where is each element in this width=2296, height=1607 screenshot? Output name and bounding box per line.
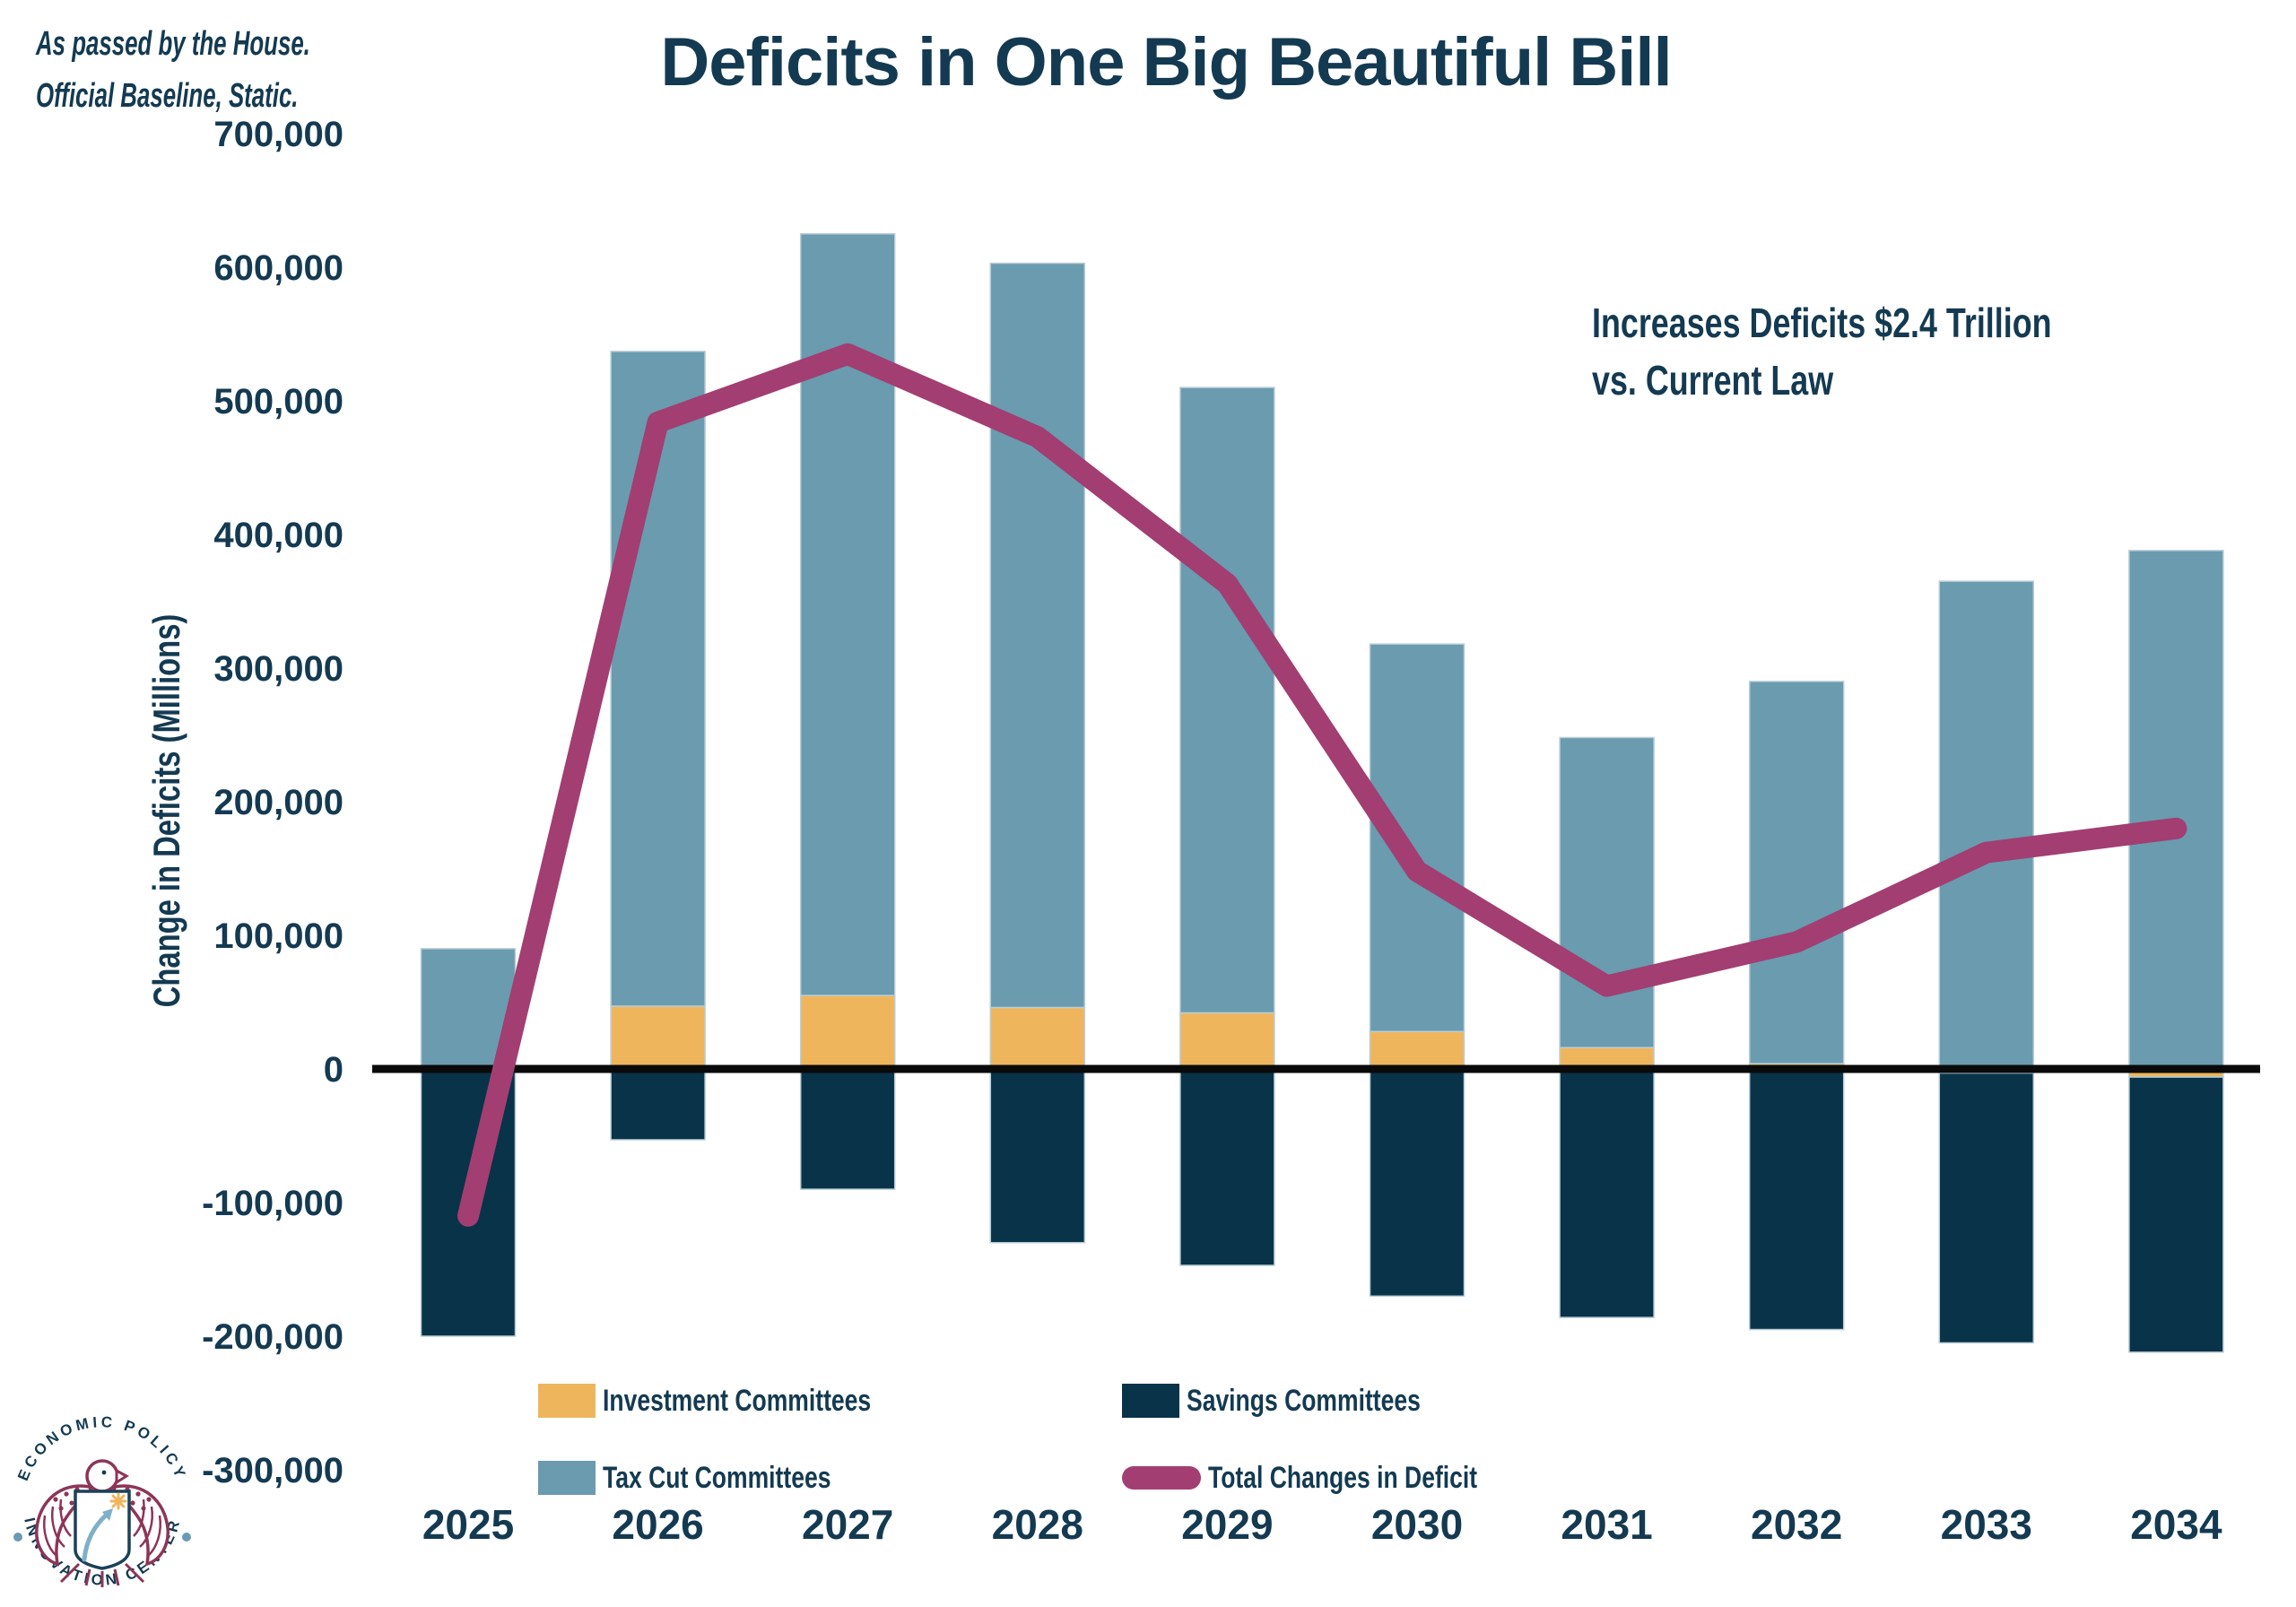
investment-swatch <box>538 1384 596 1418</box>
legend-item-taxcut: Tax Cut Committees <box>538 1460 895 1496</box>
taxcut-swatch <box>538 1461 596 1495</box>
x-label-2025: 2025 <box>422 1501 514 1548</box>
x-label-2028: 2028 <box>992 1501 1083 1548</box>
deficit-annotation-line2: vs. Current Law <box>1592 357 1834 404</box>
legend-label-investment: Investment Committees <box>603 1383 872 1418</box>
legend-item-total: Total Changes in Deficit <box>1122 1460 1553 1496</box>
savings-bar-2026 <box>610 1068 706 1141</box>
x-label-2027: 2027 <box>802 1501 893 1548</box>
growth-arrow-head <box>102 1508 113 1521</box>
savings-bar-2032 <box>1748 1068 1845 1331</box>
y-tick-500,000: 500,000 <box>213 382 344 421</box>
y-tick--100,000: -100,000 <box>202 1184 344 1223</box>
deficit-annotation: Increases Deficits $2.4 Trillion vs. Cur… <box>1592 294 2181 409</box>
y-tick-400,000: 400,000 <box>213 516 344 555</box>
growth-arrow <box>82 1511 110 1562</box>
y-tick-0: 0 <box>324 1050 344 1090</box>
y-tick-200,000: 200,000 <box>213 783 344 822</box>
savings-bar-2033 <box>1938 1072 2035 1344</box>
total-deficit-line <box>457 343 2187 1227</box>
y-tick-100,000: 100,000 <box>213 916 344 956</box>
investment-bar-2029 <box>1179 1012 1275 1070</box>
y-tick-600,000: 600,000 <box>213 248 344 288</box>
savings-bar-2027 <box>799 1068 896 1190</box>
legend-item-investment: Investment Committees <box>538 1383 947 1419</box>
seal-left-dot <box>13 1533 22 1542</box>
deficit-annotation-line1: Increases Deficits $2.4 Trillion <box>1592 300 2052 346</box>
methodology-note-line1: As passed by the House. <box>36 25 310 63</box>
seal-right-dot <box>182 1533 191 1542</box>
eagle-tail <box>59 1562 145 1587</box>
x-label-2034: 2034 <box>2130 1501 2222 1548</box>
x-label-2030: 2030 <box>1371 1501 1463 1548</box>
chart-title-wrap: Deficits in One Big Beautiful Bill <box>36 23 2296 101</box>
investment-bar-2026 <box>610 1005 706 1070</box>
chart-title: Deficits in One Big Beautiful Bill <box>660 24 1672 100</box>
taxcut-bar-2029 <box>1179 387 1275 1014</box>
eagle-beak <box>115 1468 129 1485</box>
investment-bar-2028 <box>989 1006 1086 1070</box>
eagle-head <box>85 1459 119 1493</box>
epic-logo: ECONOMIC POLICY INNOVATION CENTER <box>13 1413 191 1589</box>
y-axis-title: Change in Deficits (Millions) <box>145 613 187 1008</box>
taxcut-bar-2031 <box>1559 736 1655 1048</box>
x-label-2032: 2032 <box>1751 1501 1842 1548</box>
x-label-2031: 2031 <box>1561 1501 1652 1548</box>
shield-star <box>109 1492 127 1510</box>
legend-item-savings: Savings Committees <box>1122 1383 1486 1419</box>
taxcut-bar-2032 <box>1748 681 1845 1064</box>
legend-label-total: Total Changes in Deficit <box>1208 1460 1478 1495</box>
methodology-note-line2: Official Baseline, Static. <box>36 77 299 115</box>
y-tick--200,000: -200,000 <box>202 1317 344 1357</box>
y-tick--300,000: -300,000 <box>202 1451 344 1490</box>
legend-label-savings: Savings Committees <box>1187 1383 1421 1418</box>
investment-bar-2030 <box>1369 1030 1465 1070</box>
eagle-eye <box>101 1470 107 1475</box>
legend-label-taxcut: Tax Cut Committees <box>603 1460 831 1495</box>
x-label-2026: 2026 <box>612 1501 703 1548</box>
savings-bar-2034 <box>2128 1076 2224 1353</box>
savings-bar-2029 <box>1179 1068 1275 1266</box>
taxcut-bar-2028 <box>989 262 1086 1009</box>
y-tick-300,000: 300,000 <box>213 649 344 689</box>
taxcut-bar-2033 <box>1938 580 2035 1070</box>
savings-bar-2028 <box>989 1068 1086 1244</box>
x-label-2029: 2029 <box>1181 1501 1273 1548</box>
y-tick-700,000: 700,000 <box>213 115 344 154</box>
savings-bar-2031 <box>1559 1068 1655 1318</box>
savings-bar-2030 <box>1369 1068 1465 1298</box>
taxcut-bar-2034 <box>2128 550 2224 1070</box>
x-label-2033: 2033 <box>1941 1501 2032 1548</box>
methodology-note: As passed by the House. Official Baselin… <box>36 18 439 122</box>
investment-bar-2027 <box>799 995 896 1070</box>
savings-swatch <box>1122 1384 1179 1418</box>
total-line-swatch <box>1122 1466 1201 1490</box>
eagle-shield <box>74 1490 131 1570</box>
